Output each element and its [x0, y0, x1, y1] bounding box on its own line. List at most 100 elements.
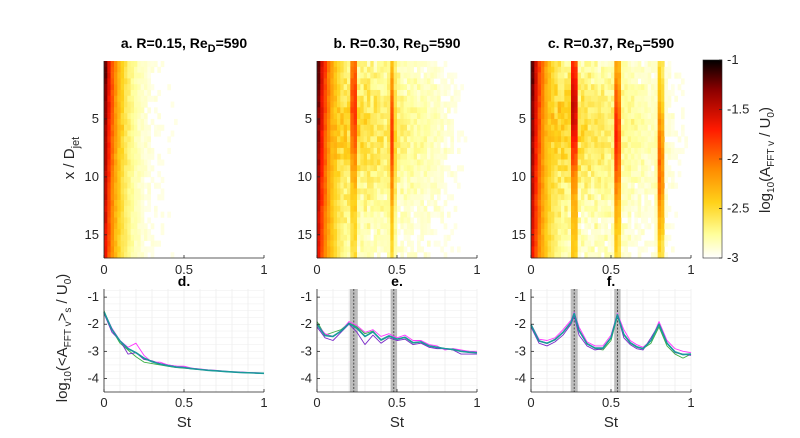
heatmap-cell [597, 182, 602, 189]
heatmap-cell [621, 211, 625, 218]
heatmap-cell [363, 118, 368, 126]
heatmap-cell [353, 194, 358, 201]
heatmap-cell [317, 240, 321, 247]
heatmap-cell [320, 130, 324, 137]
heatmap-cell [167, 136, 171, 143]
heatmap-cell [637, 61, 642, 68]
heatmap-cell [373, 147, 378, 154]
heatmap-cell [117, 78, 121, 85]
heatmap-cell [117, 130, 121, 137]
heatmap-cell [147, 165, 151, 172]
heatmap-cell [557, 136, 562, 143]
heatmap-cell [150, 234, 155, 241]
heatmap-cell [574, 72, 578, 79]
heatmap-cell [557, 188, 562, 195]
heatmap-cell [347, 136, 351, 143]
heatmap-cell [631, 136, 635, 143]
heatmap-cell [637, 89, 642, 97]
heatmap-cell [551, 113, 555, 120]
heatmap-cell [393, 101, 398, 108]
heatmap-cell [383, 176, 388, 183]
heatmap-cell [554, 194, 558, 201]
heatmap-cell [393, 171, 398, 178]
heatmap-cell [317, 84, 321, 91]
heatmap-cell [157, 130, 161, 137]
heatmap-cell [147, 147, 151, 154]
heatmap-cell [453, 72, 458, 79]
heatmap-cell [397, 171, 401, 178]
line-y-axis-label: log10(<AFFT v>s / U0) [54, 274, 74, 403]
heatmap-cell [617, 118, 622, 126]
heatmap-cell [614, 153, 618, 160]
heatmap-cell [671, 147, 675, 154]
heatmap-cell [154, 124, 158, 131]
heatmap-cell [130, 124, 135, 131]
heatmap-cell [587, 171, 592, 178]
heatmap-cell [567, 72, 572, 79]
heatmap-cell [594, 171, 598, 178]
heatmap-cell [591, 61, 595, 68]
heatmap-cell [577, 147, 582, 154]
heatmap-cell [584, 124, 588, 131]
heatmap-cell [557, 153, 562, 160]
heatmap-cell [357, 229, 361, 236]
heatmap-cell [654, 66, 658, 73]
heatmap-cell [423, 136, 428, 143]
heatmap-cell [661, 118, 665, 126]
heatmap-cell [383, 171, 388, 178]
heatmap-cell [347, 234, 351, 241]
heatmap-cell [557, 246, 562, 253]
heatmap-cell [104, 234, 108, 241]
heatmap-cell [317, 211, 321, 218]
heatmap-cell [377, 153, 381, 160]
heatmap-cell [571, 211, 575, 218]
heatmap-cell [350, 194, 354, 201]
heatmap-cell [597, 101, 602, 108]
heatmap-cell [564, 217, 568, 224]
heatmap-cell [547, 252, 552, 259]
heatmap-cell [140, 153, 145, 160]
heatmap-cell [353, 147, 358, 154]
heatmap-cell [367, 66, 371, 73]
heatmap-cell [323, 118, 328, 126]
heatmap-cell [327, 252, 331, 259]
heatmap-cell [140, 252, 145, 259]
heatmap-cell [413, 107, 418, 114]
heatmap-cell [357, 165, 361, 172]
heatmap-cell [571, 182, 575, 189]
heatmap-cell [147, 130, 151, 137]
heatmap-cell [591, 188, 595, 195]
heatmap-cell [577, 234, 582, 241]
heatmap-cell [597, 200, 602, 207]
heatmap-cell [330, 101, 334, 108]
heatmap-cell [534, 118, 538, 126]
heatmap-cell [117, 252, 121, 259]
heatmap-cell [363, 229, 368, 236]
heatmap-cell [393, 165, 398, 172]
heatmap-cell [457, 95, 461, 102]
heatmap-cell [147, 136, 151, 143]
heatmap-cell [347, 246, 351, 253]
heatmap-cell [134, 66, 138, 73]
heatmap-cell [413, 223, 418, 230]
heatmap-cell [134, 107, 138, 114]
heatmap-cell [601, 240, 605, 247]
heatmap-cell [320, 182, 324, 189]
heatmap-cell [367, 84, 371, 91]
heatmap-cell [350, 84, 354, 91]
heatmap-cell [564, 78, 568, 85]
heatmap-cell [433, 101, 438, 108]
heatmap-cell [657, 176, 662, 183]
heatmap-cell [413, 72, 418, 79]
heatmap-cell [323, 159, 328, 166]
heatmap-cell [140, 147, 145, 154]
heatmap-cell [597, 211, 602, 218]
heatmap-cell [420, 159, 424, 166]
heatmap-cell [343, 89, 348, 97]
heatmap-cell [397, 78, 401, 85]
heatmap-cell [127, 246, 131, 253]
heatmap-cell [657, 72, 662, 79]
heatmap-cell [403, 171, 408, 178]
heatmap-cell [551, 89, 555, 97]
heatmap-cell [443, 153, 448, 160]
